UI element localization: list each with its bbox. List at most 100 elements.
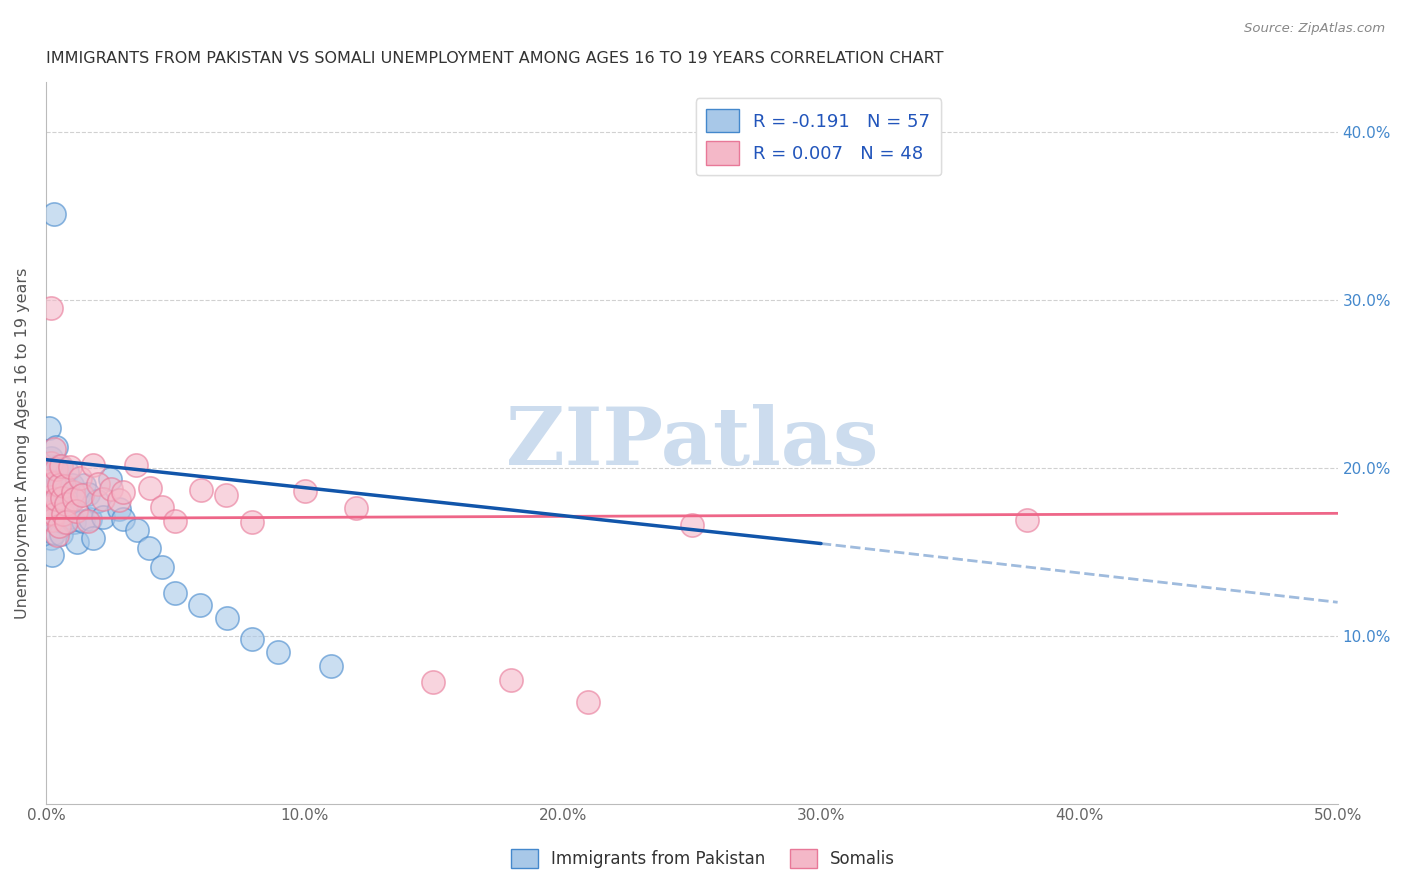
Point [217, 611, 239, 625]
Point [38, 474, 60, 488]
Point [125, 524, 148, 538]
Text: IMMIGRANTS FROM PAKISTAN VS SOMALI UNEMPLOYMENT AMONG AGES 16 TO 19 YEARS CORREL: IMMIGRANTS FROM PAKISTAN VS SOMALI UNEMP… [46, 51, 943, 66]
Point [1017, 513, 1039, 527]
Point [42, 485, 65, 500]
Point [37, 489, 59, 503]
Point [41, 532, 63, 546]
Point [46, 502, 69, 516]
Point [45, 440, 67, 454]
Point [82, 531, 104, 545]
Point [112, 512, 135, 526]
Point [42, 507, 65, 521]
Point [55, 497, 77, 511]
Point [53, 485, 76, 500]
Point [240, 632, 263, 647]
Point [38, 500, 60, 515]
Point [46, 488, 69, 502]
Point [44, 207, 66, 221]
Point [42, 476, 65, 491]
Point [150, 560, 173, 574]
Point [163, 586, 186, 600]
Point [138, 541, 160, 556]
Point [150, 500, 173, 515]
Point [190, 483, 212, 498]
Point [45, 480, 67, 494]
Point [66, 535, 89, 549]
Point [53, 515, 76, 529]
Point [91, 491, 114, 506]
Point [39, 301, 62, 316]
Point [344, 501, 367, 516]
Point [42, 525, 65, 540]
Point [422, 674, 444, 689]
Point [62, 493, 84, 508]
Point [41, 485, 63, 500]
Point [62, 484, 84, 499]
Point [69, 471, 91, 485]
Point [55, 515, 77, 529]
Point [62, 515, 84, 529]
Point [38, 482, 60, 496]
Point [38, 506, 60, 520]
Point [112, 485, 135, 500]
Point [49, 458, 72, 473]
Legend: R = -0.191   N = 57, R = 0.007   N = 48: R = -0.191 N = 57, R = 0.007 N = 48 [696, 98, 941, 176]
Point [82, 458, 104, 472]
Point [73, 478, 96, 492]
Point [44, 512, 66, 526]
Point [41, 456, 63, 470]
Point [45, 505, 67, 519]
Point [38, 459, 60, 474]
Point [48, 513, 70, 527]
Point [39, 493, 62, 508]
Point [39, 510, 62, 524]
Point [52, 507, 75, 521]
Point [107, 492, 129, 507]
Point [681, 517, 703, 532]
Point [98, 472, 121, 486]
Point [53, 478, 76, 492]
Point [42, 490, 65, 504]
Point [79, 512, 101, 526]
Point [576, 695, 599, 709]
Point [51, 499, 73, 513]
Point [93, 510, 115, 524]
Point [51, 477, 73, 491]
Point [76, 486, 98, 500]
Point [70, 488, 93, 502]
Point [100, 482, 122, 496]
Point [38, 421, 60, 435]
Point [86, 494, 108, 508]
Point [48, 459, 70, 474]
Point [51, 526, 73, 541]
Point [48, 519, 70, 533]
Point [41, 513, 63, 527]
Point [45, 492, 67, 507]
Point [240, 515, 263, 529]
Point [41, 548, 63, 562]
Point [58, 510, 80, 524]
Point [67, 486, 90, 500]
Point [86, 477, 108, 491]
Point [76, 514, 98, 528]
Point [499, 673, 522, 688]
Point [38, 512, 60, 526]
Point [319, 659, 342, 673]
Point [163, 514, 186, 528]
Point [56, 498, 79, 512]
Point [39, 451, 62, 466]
Point [39, 490, 62, 504]
Point [45, 528, 67, 542]
Point [63, 492, 86, 507]
Point [42, 464, 65, 478]
Point [42, 442, 65, 456]
Point [56, 466, 79, 480]
Text: ZIPatlas: ZIPatlas [506, 404, 877, 482]
Point [188, 598, 211, 612]
Point [107, 501, 129, 516]
Point [215, 488, 238, 502]
Y-axis label: Unemployment Among Ages 16 to 19 years: Unemployment Among Ages 16 to 19 years [15, 268, 30, 618]
Point [45, 462, 67, 476]
Point [294, 484, 316, 499]
Point [138, 481, 160, 495]
